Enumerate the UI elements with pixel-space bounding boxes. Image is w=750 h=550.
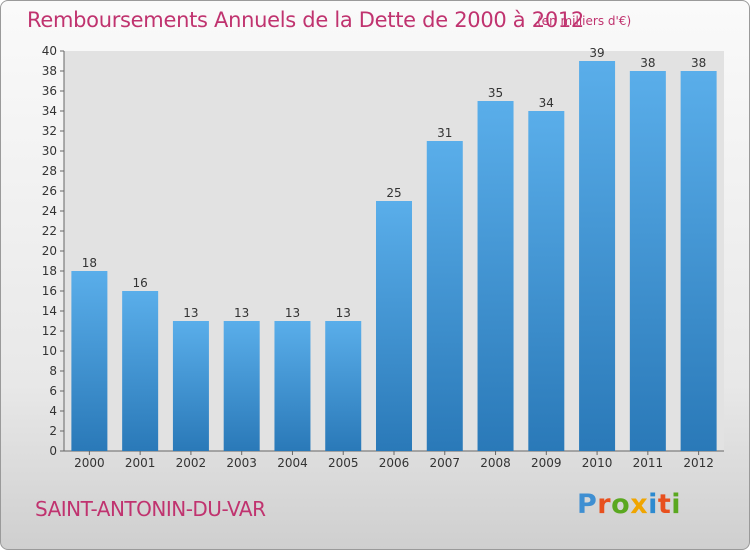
logo-letter: o [611,489,631,520]
y-tick-label: 18 [42,264,57,278]
x-tick-label: 2007 [429,456,460,470]
y-tick-label: 30 [42,144,57,158]
y-tick-label: 2 [49,424,57,438]
bar [477,101,514,451]
bar-value-label: 13 [234,306,249,320]
bar-value-label: 16 [133,276,148,290]
x-tick-label: 2012 [683,456,714,470]
x-tick-label: 2005 [328,456,359,470]
proxiti-logo: Proxiti [577,489,681,520]
y-tick-label: 14 [42,304,57,318]
logo-letter: r [597,489,612,520]
bar [274,321,311,451]
chart-subtitle: (en milliers d'€) [537,14,632,28]
y-tick-label: 40 [42,44,57,58]
bar [629,71,666,451]
bar-value-label: 13 [285,306,300,320]
y-tick-label: 4 [49,404,57,418]
x-tick-label: 2006 [379,456,410,470]
logo-letter: P [577,489,598,520]
y-tick-label: 26 [42,184,57,198]
x-tick-label: 2008 [480,456,511,470]
x-tick-label: 2010 [582,456,613,470]
logo-letter: x [630,489,649,520]
bar [680,71,717,451]
bar-value-label: 13 [183,306,198,320]
x-tick-label: 2003 [226,456,257,470]
y-tick-label: 6 [49,384,57,398]
y-tick-label: 34 [42,104,57,118]
bar [122,291,159,451]
bar-value-label: 18 [82,256,97,270]
bar [325,321,362,451]
bar [426,141,463,451]
bar-value-label: 13 [336,306,351,320]
x-tick-label: 2011 [633,456,664,470]
bar [172,321,209,451]
bar [528,111,565,451]
bar-value-label: 25 [386,186,401,200]
bar [71,271,108,451]
bar-value-label: 39 [589,46,604,60]
y-tick-label: 20 [42,244,57,258]
x-tick-label: 2001 [125,456,156,470]
y-tick-label: 10 [42,344,57,358]
bar-value-label: 38 [640,56,655,70]
logo-letter: i [648,489,658,520]
bar [376,201,412,451]
logo-letter: i [671,489,682,520]
city-name: SAINT-ANTONIN-DU-VAR [35,497,266,521]
bar-value-label: 34 [539,96,554,110]
y-tick-label: 24 [42,204,57,218]
y-tick-label: 28 [42,164,57,178]
bar-value-label: 31 [437,126,452,140]
y-tick-label: 12 [42,324,57,338]
x-tick-label: 2009 [531,456,562,470]
y-tick-label: 22 [42,224,57,238]
bar [223,321,260,451]
y-tick-label: 32 [42,124,57,138]
y-tick-label: 0 [49,444,57,458]
y-tick-label: 38 [42,64,57,78]
x-tick-label: 2004 [277,456,308,470]
logo-letter: t [657,489,672,520]
y-tick-label: 36 [42,84,57,98]
bar-value-label: 35 [488,86,503,100]
bar [579,61,616,451]
x-tick-label: 2002 [176,456,207,470]
chart-title: Remboursements Annuels de la Dette de 20… [27,8,584,32]
y-tick-label: 8 [49,364,57,378]
x-tick-label: 2000 [74,456,105,470]
bar-value-label: 38 [691,56,706,70]
y-tick-label: 16 [42,284,57,298]
